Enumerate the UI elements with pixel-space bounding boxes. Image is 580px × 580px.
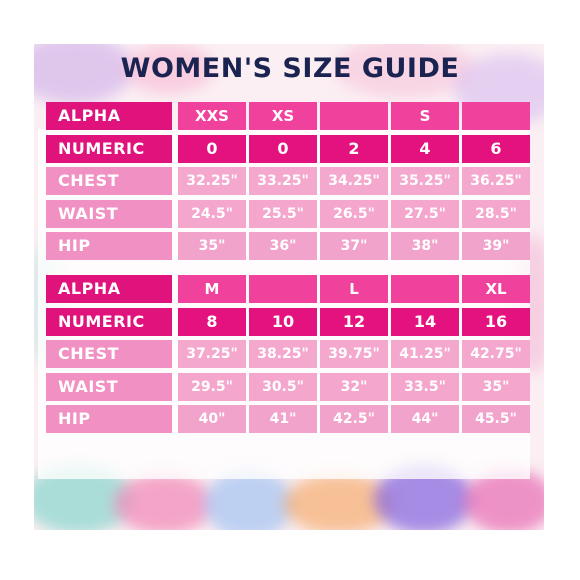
- row-label: ALPHA: [46, 102, 172, 130]
- table-cell: 30.5": [249, 372, 317, 401]
- table-cell: 33.25": [249, 167, 317, 195]
- table-cell: 26.5": [320, 199, 388, 228]
- table-cell: 37": [320, 232, 388, 260]
- table-cell: 33.5": [391, 372, 459, 401]
- table-cell: 32": [320, 372, 388, 401]
- table-cell: 39.75": [320, 340, 388, 368]
- watercolor-blob: [204, 469, 294, 530]
- table-cell: 27.5": [391, 199, 459, 228]
- table-cell: 29.5": [178, 372, 246, 401]
- row-label: CHEST: [46, 340, 172, 368]
- table-cell: XS: [249, 102, 317, 130]
- table-cell: 35": [178, 232, 246, 260]
- row-label: NUMERIC: [46, 307, 172, 336]
- table-cell: 36": [249, 232, 317, 260]
- table-cell: 42.75": [462, 340, 530, 368]
- table-cell: 6: [462, 134, 530, 163]
- table-cell: 42.5": [320, 405, 388, 433]
- row-label: WAIST: [46, 372, 172, 401]
- table-cell: 38.25": [249, 340, 317, 368]
- row-label: HIP: [46, 405, 172, 433]
- table-cell: [249, 275, 317, 303]
- table-cell: L: [320, 275, 388, 303]
- row-label: WAIST: [46, 199, 172, 228]
- table-cell: M: [178, 275, 246, 303]
- table-cell: 38": [391, 232, 459, 260]
- table-cell: 28.5": [462, 199, 530, 228]
- page-title: WOMEN'S SIZE GUIDE: [120, 53, 460, 84]
- table-cell: 37.25": [178, 340, 246, 368]
- watercolor-blob: [124, 44, 214, 94]
- table-cell: [391, 275, 459, 303]
- table-cell: 41.25": [391, 340, 459, 368]
- table-cell: 40": [178, 405, 246, 433]
- table-cell: 32.25": [178, 167, 246, 195]
- table-cell: 10: [249, 307, 317, 336]
- table-cell: XXS: [178, 102, 246, 130]
- table-cell: XL: [462, 275, 530, 303]
- table-cell: 0: [249, 134, 317, 163]
- row-label: ALPHA: [46, 275, 172, 303]
- table-cell: 35.25": [391, 167, 459, 195]
- table-cell: 41": [249, 405, 317, 433]
- table-cell: 44": [391, 405, 459, 433]
- table-cell: 16: [462, 307, 530, 336]
- watercolor-blob: [334, 44, 474, 98]
- table-cell: 4: [391, 134, 459, 163]
- table-cell: 24.5": [178, 199, 246, 228]
- table-cell: 0: [178, 134, 246, 163]
- table-cell: 2: [320, 134, 388, 163]
- table-cell: 8: [178, 307, 246, 336]
- watercolor-blob: [464, 469, 544, 530]
- watercolor-blob: [114, 474, 214, 530]
- table-cell: 25.5": [249, 199, 317, 228]
- row-label: NUMERIC: [46, 134, 172, 163]
- table-cell: [320, 102, 388, 130]
- row-label: HIP: [46, 232, 172, 260]
- row-label: CHEST: [46, 167, 172, 195]
- table-cell: 34.25": [320, 167, 388, 195]
- table-cell: 12: [320, 307, 388, 336]
- table-cell: 14: [391, 307, 459, 336]
- table-cell: 36.25": [462, 167, 530, 195]
- table-cell: [462, 102, 530, 130]
- table-cell: S: [391, 102, 459, 130]
- table-cell: 45.5": [462, 405, 530, 433]
- table-cell: 39": [462, 232, 530, 260]
- table-cell: 35": [462, 372, 530, 401]
